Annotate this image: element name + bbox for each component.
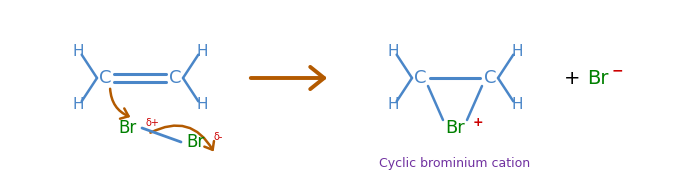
Text: Br: Br bbox=[186, 133, 204, 151]
Text: +: + bbox=[473, 116, 484, 129]
Text: −: − bbox=[611, 63, 623, 77]
Text: Br: Br bbox=[587, 69, 609, 88]
Text: H: H bbox=[196, 44, 208, 59]
Text: H: H bbox=[196, 97, 208, 112]
Text: Br: Br bbox=[119, 119, 137, 137]
Text: H: H bbox=[387, 97, 399, 112]
Text: C: C bbox=[99, 69, 111, 87]
FancyArrowPatch shape bbox=[251, 67, 324, 89]
FancyArrowPatch shape bbox=[110, 89, 129, 119]
Text: C: C bbox=[484, 69, 496, 87]
Text: H: H bbox=[387, 44, 399, 59]
Text: Cyclic brominium cation: Cyclic brominium cation bbox=[379, 156, 531, 169]
Text: δ+: δ+ bbox=[146, 118, 160, 128]
Text: C: C bbox=[169, 69, 181, 87]
Text: +: + bbox=[564, 69, 580, 88]
Text: H: H bbox=[72, 97, 84, 112]
Text: C: C bbox=[414, 69, 426, 87]
Text: Br: Br bbox=[445, 119, 465, 137]
Text: δ-: δ- bbox=[213, 132, 223, 142]
Text: H: H bbox=[511, 44, 523, 59]
Text: H: H bbox=[511, 97, 523, 112]
FancyArrowPatch shape bbox=[150, 125, 214, 150]
Text: H: H bbox=[72, 44, 84, 59]
